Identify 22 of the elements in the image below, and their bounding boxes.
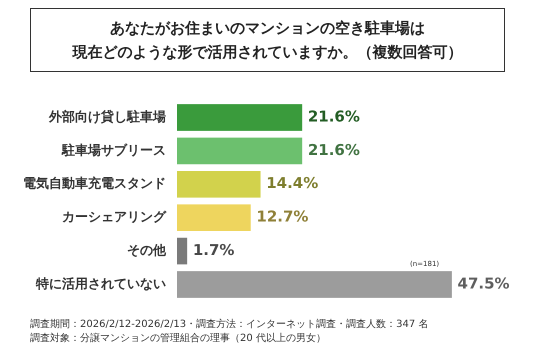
data-label: 14.4%	[266, 174, 318, 192]
bar	[177, 238, 188, 264]
text: 調査対象：分譲マンションの管理組合の理事（20 代以上の男女）	[30, 332, 327, 346]
data-label: 21.6%	[308, 107, 360, 126]
chart-title: あなたがお住まいのマンションの空き駐車場は	[110, 18, 425, 39]
bar	[177, 204, 251, 232]
y-tick-label: カーシェアリング	[62, 210, 167, 226]
bar	[177, 271, 452, 298]
y-tick-label: その他	[127, 243, 167, 258]
data-label: 12.7%	[256, 208, 308, 226]
bar	[177, 138, 302, 164]
bar	[177, 104, 302, 131]
data-label: 47.5%	[458, 274, 510, 292]
y-tick-label: 特に活用されていない	[35, 276, 166, 292]
y-tick-label: 外部向け貸し駐車場	[48, 108, 166, 125]
y-tick-label: 駐車場サブリース	[61, 142, 166, 158]
data-label: 1.7%	[192, 240, 234, 259]
chart-subtitle: 現在どのような形で活用されていますか。（複数回答可）	[72, 42, 462, 63]
y-tick-label: 電気自動車充電スタンド	[23, 176, 166, 192]
text: 調査期間：2026/2/12-2026/2/13・調査方法：インターネット調査・調査人数：347 名	[30, 318, 428, 332]
bar	[177, 170, 261, 198]
data-label: 21.6%	[308, 140, 360, 159]
